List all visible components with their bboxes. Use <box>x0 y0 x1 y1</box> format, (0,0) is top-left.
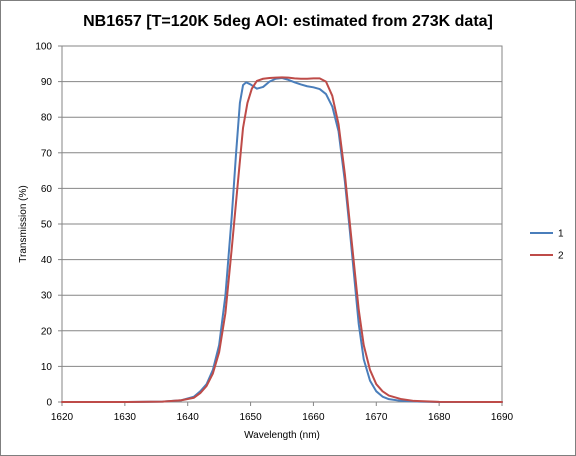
y-tick-label: 70 <box>41 148 53 159</box>
x-tick-label: 1620 <box>51 412 74 423</box>
y-tick-label: 90 <box>41 77 53 88</box>
y-tick-label: 50 <box>41 220 53 231</box>
series-1-line <box>61 77 503 403</box>
legend-label-2: 2 <box>558 251 564 262</box>
y-axis-label: Transmission (%) <box>18 185 29 262</box>
y-tick-label: 80 <box>41 113 53 124</box>
x-axis-label: Wavelength (nm) <box>244 430 320 441</box>
y-tick-label: 40 <box>41 255 53 266</box>
x-tick-label: 1630 <box>114 412 137 423</box>
y-tick-label: 30 <box>41 291 53 302</box>
y-tick-label: 60 <box>41 184 53 195</box>
y-tick-label: 20 <box>41 326 53 337</box>
series-lines <box>61 76 503 403</box>
y-tick-label: 0 <box>46 398 52 409</box>
x-tick-label: 1670 <box>365 412 388 423</box>
x-tick-label: 1690 <box>491 412 514 423</box>
x-tick-label: 1680 <box>428 412 451 423</box>
x-tick-label: 1640 <box>177 412 200 423</box>
series-2-line <box>61 76 503 403</box>
chart-title: NB1657 [T=120K 5deg AOI: estimated from … <box>83 13 493 30</box>
legend: 12 <box>530 229 564 262</box>
tick-labels: 0 10 20 30 40 50 60 70 80 90 100 1620 1630 1640 1650 16… <box>35 42 513 424</box>
y-tick-label: 10 <box>41 362 53 373</box>
y-tick-label: 100 <box>35 42 52 53</box>
x-tick-label: 1660 <box>302 412 325 423</box>
x-tick-label: 1650 <box>239 412 262 423</box>
gridlines <box>62 81 502 367</box>
legend-label-1: 1 <box>558 229 564 240</box>
